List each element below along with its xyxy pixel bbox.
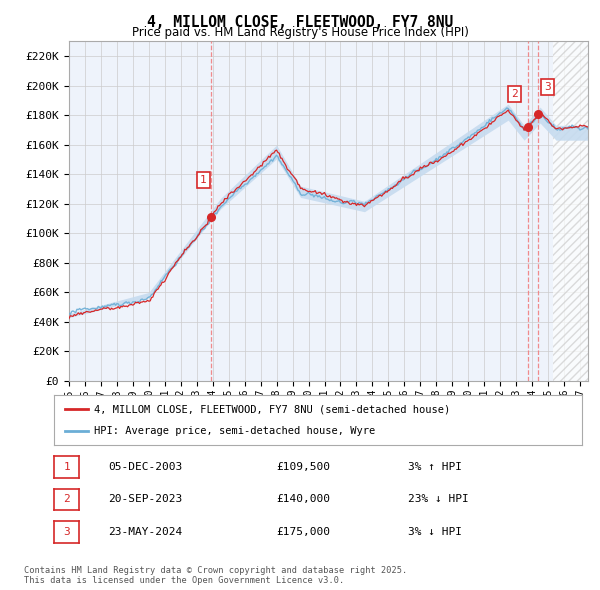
Text: 23% ↓ HPI: 23% ↓ HPI: [408, 494, 469, 504]
Text: 3% ↑ HPI: 3% ↑ HPI: [408, 462, 462, 472]
Text: £109,500: £109,500: [276, 462, 330, 472]
Text: 1: 1: [200, 175, 207, 185]
Text: Contains HM Land Registry data © Crown copyright and database right 2025.
This d: Contains HM Land Registry data © Crown c…: [24, 566, 407, 585]
Text: 3: 3: [63, 527, 70, 537]
Text: 23-MAY-2024: 23-MAY-2024: [108, 527, 182, 537]
Text: 3: 3: [545, 83, 551, 93]
Text: Price paid vs. HM Land Registry's House Price Index (HPI): Price paid vs. HM Land Registry's House …: [131, 26, 469, 39]
Text: 2: 2: [511, 89, 518, 99]
Text: £140,000: £140,000: [276, 494, 330, 504]
Text: £175,000: £175,000: [276, 527, 330, 537]
Text: 4, MILLOM CLOSE, FLEETWOOD, FY7 8NU (semi-detached house): 4, MILLOM CLOSE, FLEETWOOD, FY7 8NU (sem…: [94, 404, 450, 414]
Text: 4, MILLOM CLOSE, FLEETWOOD, FY7 8NU: 4, MILLOM CLOSE, FLEETWOOD, FY7 8NU: [147, 15, 453, 30]
Text: 05-DEC-2003: 05-DEC-2003: [108, 462, 182, 472]
Text: HPI: Average price, semi-detached house, Wyre: HPI: Average price, semi-detached house,…: [94, 427, 375, 437]
Text: 2: 2: [63, 494, 70, 504]
Text: 1: 1: [63, 462, 70, 472]
Text: 3% ↓ HPI: 3% ↓ HPI: [408, 527, 462, 537]
Text: 20-SEP-2023: 20-SEP-2023: [108, 494, 182, 504]
